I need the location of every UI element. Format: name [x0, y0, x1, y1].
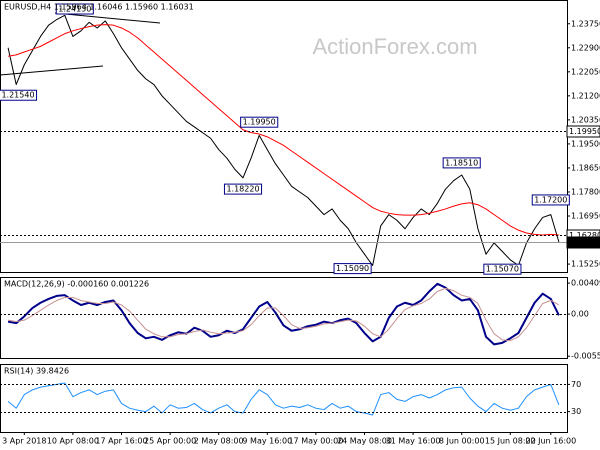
y-tick-label: 1.22900	[571, 43, 600, 52]
annotation-label: 1.24130	[58, 5, 91, 14]
y-tick-label: 0.004094	[571, 279, 600, 288]
annotation-label: 1.18220	[226, 185, 259, 194]
panel-frame	[0, 364, 568, 433]
x-tick-label: 8 Jun 00:00	[439, 437, 485, 446]
x-tick-label: 15 Jun 08:00	[485, 437, 536, 446]
y-tick-label: 1.17800	[571, 187, 600, 196]
level-label-box	[566, 125, 600, 138]
y-tick-label: 1.23750	[571, 19, 600, 28]
x-tick-label: 10 Apr 08:00	[47, 437, 99, 446]
level-label: 1.19950	[569, 127, 600, 136]
y-tick-label: 0.00	[571, 310, 589, 319]
watermark: ActionForex.com	[312, 34, 477, 59]
series-line	[7, 382, 560, 416]
x-tick-label: 2 May 08:00	[194, 437, 244, 446]
annotation-box	[0, 89, 38, 101]
series-line	[8, 287, 560, 342]
x-tick-label: 25 Apr 00:00	[144, 437, 196, 446]
y-tick-label: 1.19500	[571, 139, 600, 148]
panel-title: RSI(14) 39.8426	[4, 367, 69, 376]
x-tick-label: 22 Jun 16:00	[525, 437, 576, 446]
annotation-label: 1.21540	[1, 91, 34, 100]
y-tick-label: 30	[571, 407, 581, 416]
x-tick-label: 31 May 16:00	[386, 437, 441, 446]
series-line	[7, 14, 560, 266]
annotation-box	[483, 263, 522, 275]
annotation-label: 1.17200	[534, 195, 567, 204]
annotation-box	[333, 263, 372, 275]
level-label: 1.16031	[569, 238, 600, 247]
level-label: 1.16280	[569, 231, 600, 240]
x-tick-label: 17 May 00:00	[288, 437, 343, 446]
y-tick-label: 1.16950	[571, 212, 600, 221]
annotation-label: 1.15090	[336, 264, 369, 273]
y-tick-label: 1.20350	[571, 115, 600, 124]
annotation-box	[442, 157, 481, 169]
annotation-box	[55, 3, 94, 15]
x-tick-label: 17 Apr 16:00	[95, 437, 147, 446]
annotation-label: 1.19950	[243, 118, 276, 127]
series-line	[8, 24, 559, 236]
annotation-box	[240, 116, 279, 128]
level-label-box	[566, 236, 600, 249]
x-tick-label: 24 May 08:00	[337, 437, 392, 446]
y-tick-label: 70	[571, 380, 581, 389]
trend-line	[54, 12, 161, 24]
y-tick-label: 1.21200	[571, 91, 600, 100]
y-tick-label: 1.15250	[571, 260, 600, 269]
y-tick-label: 1.18650	[571, 163, 600, 172]
panel-frame	[0, 277, 568, 359]
x-tick-label: 9 May 16:00	[242, 437, 292, 446]
annotation-box	[531, 194, 570, 206]
annotation-label: 1.15070	[486, 265, 519, 274]
y-tick-label: 1.22050	[571, 67, 600, 76]
panel-title: MACD(12,26,9) -0.000160 0.001226	[4, 280, 149, 289]
y-tick-label: -0.005566	[571, 352, 600, 361]
x-tick-label: 3 Apr 2018	[2, 437, 46, 446]
annotation-label: 1.18510	[445, 158, 478, 167]
annotation-box	[223, 183, 263, 195]
trend-line	[0, 65, 104, 76]
panel-title: EURUSD,H4 1.15964 1.16046 1.15960 1.1603…	[4, 3, 194, 12]
